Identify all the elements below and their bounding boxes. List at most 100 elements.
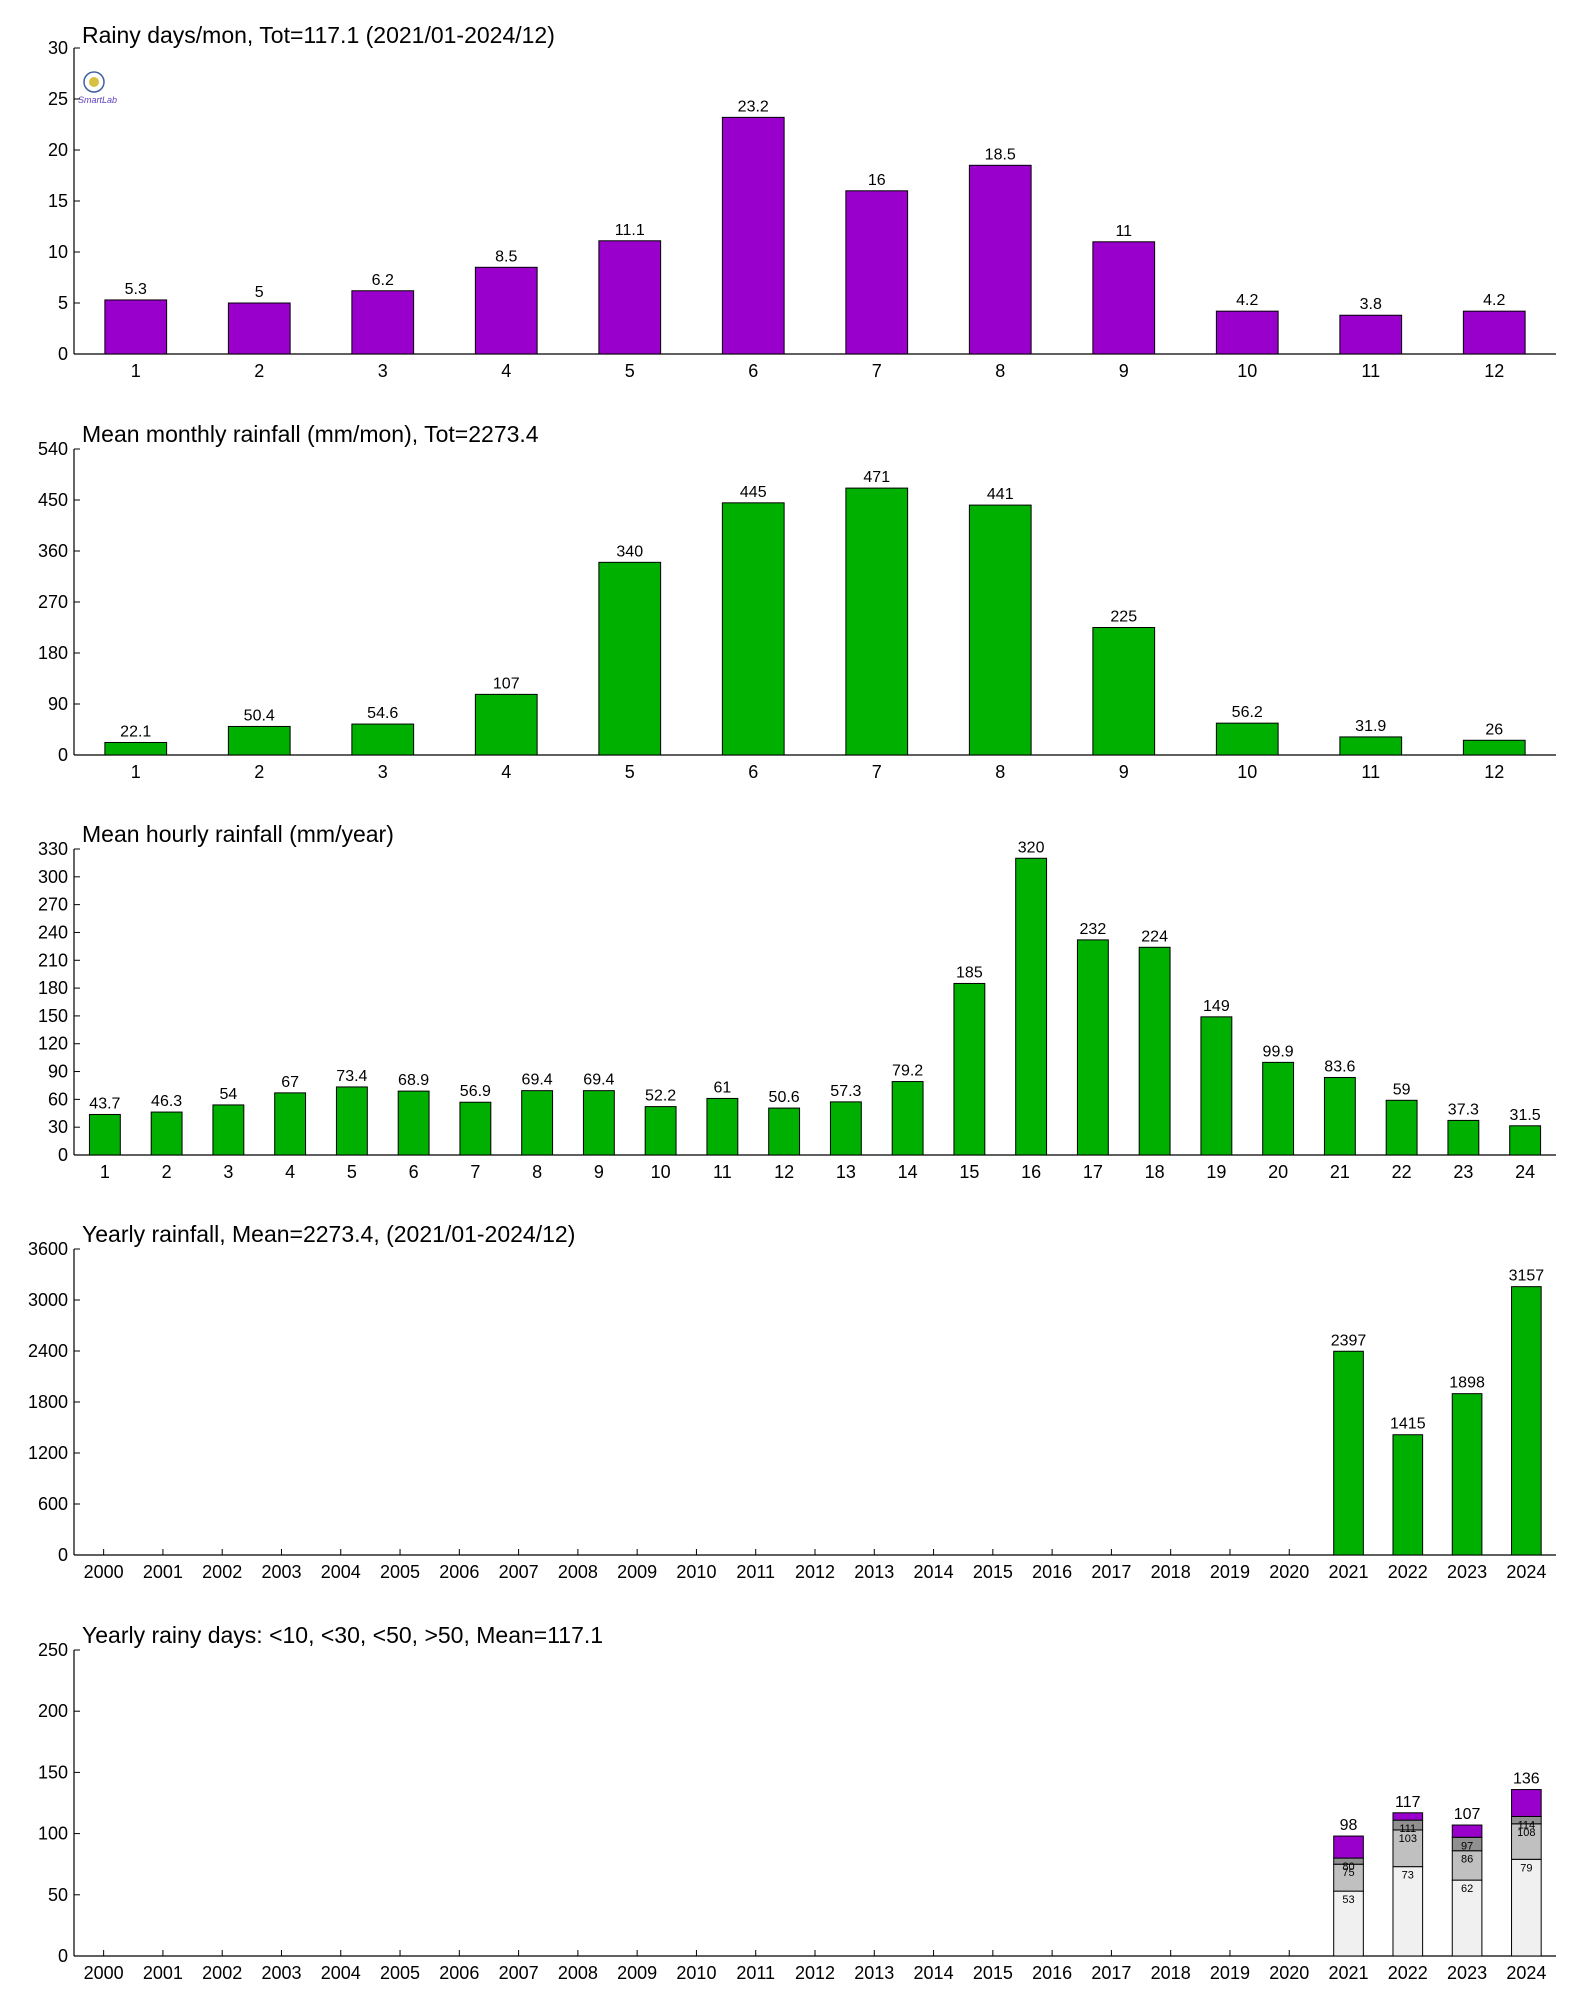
bar [1339,314,1403,355]
data-label: 56.9 [460,1083,491,1100]
stack-segment [1392,1812,1424,1821]
x-tick-label: 10 [651,1162,671,1182]
data-label: 79.2 [892,1063,923,1080]
x-tick-label: 3 [378,361,388,381]
y-tick-label: 450 [38,490,68,510]
bar [721,116,785,355]
x-tick-label: 4 [285,1162,295,1182]
bar [1092,627,1156,756]
x-tick-label: 9 [1119,762,1129,782]
data-label: 107 [493,675,520,692]
y-tick-label: 360 [38,541,68,561]
x-tick-label: 2023 [1447,1562,1487,1582]
bar [968,164,1032,355]
stack-segment [1333,1890,1364,1957]
stack-label: 79 [1520,1862,1532,1874]
x-tick-label: 12 [1484,361,1504,381]
data-label: 6.2 [372,272,394,289]
bar [1462,739,1526,756]
bar [397,1090,430,1156]
bar [891,1081,924,1156]
x-tick-label: 2015 [973,1963,1013,1983]
x-tick-label: 2017 [1091,1562,1131,1582]
y-tick-label: 50 [48,1885,68,1905]
y-tick-label: 150 [38,1762,68,1782]
bar [227,302,291,355]
x-tick-label: 2009 [617,1963,657,1983]
x-tick-label: 10 [1237,361,1257,381]
bar [1333,1350,1364,1556]
y-tick-label: 0 [58,1545,68,1565]
data-label: 5 [255,284,264,301]
y-tick-label: 270 [38,895,68,915]
x-tick-label: 2013 [854,1963,894,1983]
x-tick-label: 8 [995,361,1005,381]
y-tick-label: 150 [38,1006,68,1026]
data-label: 441 [987,486,1014,503]
y-tick-label: 5 [58,293,68,313]
y-tick-label: 0 [58,1145,68,1165]
data-label: 23.2 [738,98,769,115]
data-label: 26 [1485,721,1503,738]
x-tick-label: 2007 [499,1562,539,1582]
bar [1511,1286,1542,1556]
x-tick-label: 10 [1237,762,1257,782]
data-label: 54 [219,1086,237,1103]
data-label: 69.4 [583,1072,614,1089]
x-tick-label: 9 [1119,361,1129,381]
x-tick-label: 4 [501,361,511,381]
stack-segment [1511,1823,1542,1860]
stack-label: 103 [1399,1833,1417,1845]
stack-label: 108 [1517,1827,1535,1839]
bar [212,1104,245,1156]
data-label: 73.4 [336,1068,367,1085]
stack-segment [1333,1835,1364,1859]
x-tick-label: 9 [594,1162,604,1182]
bar [845,487,909,756]
x-tick-label: 15 [959,1162,979,1182]
data-label: 149 [1203,998,1230,1015]
data-label: 67 [281,1074,299,1091]
x-tick-label: 3 [378,762,388,782]
data-label: 16 [868,172,886,189]
data-label: 232 [1080,921,1107,938]
monthly-rainfall-panel: Mean monthly rainfall (mm/mon), Tot=2273… [38,421,1556,782]
monthly-rainfall-title: Mean monthly rainfall (mm/mon), Tot=2273… [82,421,539,447]
y-tick-label: 15 [48,191,68,211]
data-label: 4.2 [1483,292,1505,309]
x-tick-label: 2001 [143,1963,183,1983]
y-tick-label: 540 [38,439,68,459]
bar [1138,946,1171,1156]
bar [1215,310,1279,355]
x-tick-label: 23 [1453,1162,1473,1182]
x-tick-label: 11 [1361,762,1380,782]
bar [644,1106,677,1156]
data-label: 54.6 [367,705,398,722]
bar [459,1101,492,1156]
y-tick-label: 30 [48,38,68,58]
x-tick-label: 2020 [1269,1963,1309,1983]
bar [598,240,662,355]
x-tick-label: 3 [223,1162,233,1182]
x-tick-label: 5 [347,1162,357,1182]
data-label: 185 [956,964,983,981]
bar [768,1107,801,1156]
x-tick-label: 2002 [202,1562,242,1582]
data-label: 61 [713,1079,731,1096]
bar [104,741,168,756]
bar [351,723,415,756]
bar [582,1090,615,1156]
x-tick-label: 22 [1392,1162,1412,1182]
y-tick-label: 120 [38,1034,68,1054]
stack-label: 98 [1340,1817,1358,1834]
data-label: 69.4 [522,1072,553,1089]
stack-segment [1392,1866,1424,1957]
bar [721,502,785,756]
bar [1451,1393,1483,1556]
bar [474,693,538,756]
bar [521,1090,554,1156]
x-tick-label: 2000 [84,1562,124,1582]
x-tick-label: 19 [1206,1162,1226,1182]
